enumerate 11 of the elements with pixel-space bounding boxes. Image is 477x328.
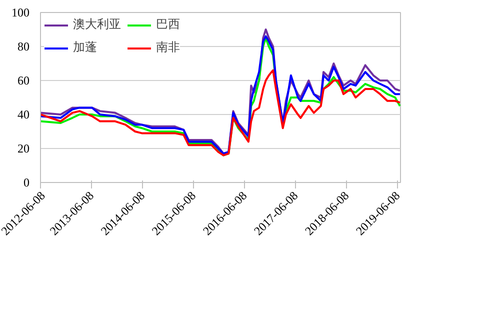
legend-label: 南非 [156, 39, 180, 56]
y-tick-label: 60 [18, 74, 30, 88]
legend-label: 澳大利亚 [73, 16, 121, 33]
y-tick-label: 20 [18, 142, 30, 156]
legend-label: 巴西 [156, 16, 180, 33]
y-tick-label: 0 [24, 176, 30, 190]
y-tick-label: 80 [18, 40, 30, 54]
line-series [40, 69, 400, 156]
legend-label: 加蓬 [73, 39, 97, 56]
y-tick-label: 100 [12, 6, 30, 20]
y-tick-label: 40 [18, 108, 30, 122]
